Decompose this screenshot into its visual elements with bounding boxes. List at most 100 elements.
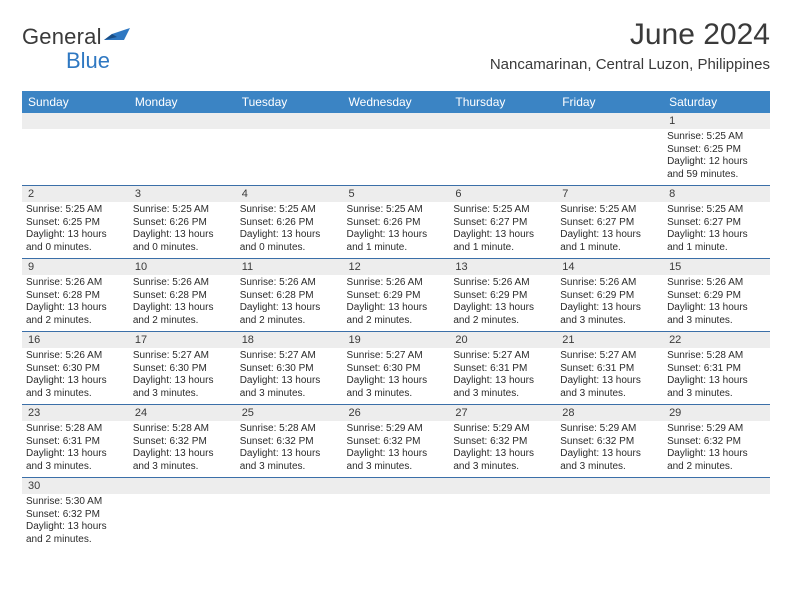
day2-text: and 2 minutes.: [347, 315, 446, 328]
sunrise-text: Sunrise: 5:27 AM: [347, 350, 446, 363]
sunset-text: Sunset: 6:27 PM: [560, 217, 659, 230]
header: General June 2024 Nancamarinan, Central …: [22, 18, 770, 73]
day2-text: and 3 minutes.: [453, 461, 552, 474]
month-title: June 2024: [490, 18, 770, 52]
day-cell: Sunrise: 5:25 AMSunset: 6:27 PMDaylight:…: [449, 202, 556, 259]
sunrise-text: Sunrise: 5:26 AM: [453, 277, 552, 290]
day-number-cell: [663, 478, 770, 495]
sunset-text: Sunset: 6:32 PM: [560, 436, 659, 449]
day1-text: Daylight: 13 hours: [240, 229, 339, 242]
sunset-text: Sunset: 6:28 PM: [240, 290, 339, 303]
day-number-cell: 22: [663, 332, 770, 349]
sunset-text: Sunset: 6:26 PM: [347, 217, 446, 230]
day2-text: and 2 minutes.: [240, 315, 339, 328]
day-header: Wednesday: [343, 91, 450, 113]
day-number-cell: 15: [663, 259, 770, 276]
day-cell: Sunrise: 5:26 AMSunset: 6:29 PMDaylight:…: [663, 275, 770, 332]
week-row: Sunrise: 5:26 AMSunset: 6:28 PMDaylight:…: [22, 275, 770, 332]
day-number-cell: 27: [449, 405, 556, 422]
sunset-text: Sunset: 6:27 PM: [453, 217, 552, 230]
sunset-text: Sunset: 6:26 PM: [133, 217, 232, 230]
day2-text: and 0 minutes.: [240, 242, 339, 255]
sunrise-text: Sunrise: 5:27 AM: [240, 350, 339, 363]
sunset-text: Sunset: 6:32 PM: [453, 436, 552, 449]
sunset-text: Sunset: 6:26 PM: [240, 217, 339, 230]
day1-text: Daylight: 13 hours: [347, 448, 446, 461]
day-number-cell: [343, 478, 450, 495]
day-number-cell: 25: [236, 405, 343, 422]
logo: General: [22, 24, 132, 50]
day-cell: [129, 494, 236, 550]
sunset-text: Sunset: 6:27 PM: [667, 217, 766, 230]
day1-text: Daylight: 13 hours: [26, 375, 125, 388]
sunrise-text: Sunrise: 5:26 AM: [560, 277, 659, 290]
day-number-cell: 1: [663, 113, 770, 129]
day1-text: Daylight: 13 hours: [667, 375, 766, 388]
day2-text: and 2 minutes.: [133, 315, 232, 328]
day2-text: and 3 minutes.: [26, 388, 125, 401]
day-number-cell: 17: [129, 332, 236, 349]
day-cell: Sunrise: 5:25 AMSunset: 6:26 PMDaylight:…: [343, 202, 450, 259]
day-cell: Sunrise: 5:27 AMSunset: 6:31 PMDaylight:…: [449, 348, 556, 405]
day-cell: [663, 494, 770, 550]
day-cell: Sunrise: 5:28 AMSunset: 6:32 PMDaylight:…: [236, 421, 343, 478]
day2-text: and 3 minutes.: [453, 388, 552, 401]
sunset-text: Sunset: 6:31 PM: [26, 436, 125, 449]
day-number-cell: [22, 113, 129, 129]
day-number-cell: 7: [556, 186, 663, 203]
day1-text: Daylight: 13 hours: [453, 229, 552, 242]
sunset-text: Sunset: 6:30 PM: [26, 363, 125, 376]
day-number-cell: [449, 478, 556, 495]
sunrise-text: Sunrise: 5:29 AM: [667, 423, 766, 436]
day-cell: Sunrise: 5:25 AMSunset: 6:25 PMDaylight:…: [22, 202, 129, 259]
day-header: Friday: [556, 91, 663, 113]
day-cell: [236, 129, 343, 186]
day-number-cell: 29: [663, 405, 770, 422]
sunrise-text: Sunrise: 5:26 AM: [26, 350, 125, 363]
day-number-cell: [129, 478, 236, 495]
sunrise-text: Sunrise: 5:25 AM: [560, 204, 659, 217]
day1-text: Daylight: 13 hours: [26, 448, 125, 461]
day1-text: Daylight: 13 hours: [560, 302, 659, 315]
day1-text: Daylight: 13 hours: [560, 375, 659, 388]
day-number-cell: 18: [236, 332, 343, 349]
day-cell: Sunrise: 5:30 AMSunset: 6:32 PMDaylight:…: [22, 494, 129, 550]
location-subtitle: Nancamarinan, Central Luzon, Philippines: [490, 56, 770, 73]
day-number-cell: 30: [22, 478, 129, 495]
day-number-cell: 3: [129, 186, 236, 203]
day2-text: and 1 minute.: [560, 242, 659, 255]
sunset-text: Sunset: 6:29 PM: [347, 290, 446, 303]
sunset-text: Sunset: 6:31 PM: [453, 363, 552, 376]
day2-text: and 3 minutes.: [133, 461, 232, 474]
day1-text: Daylight: 13 hours: [240, 448, 339, 461]
day-cell: Sunrise: 5:27 AMSunset: 6:31 PMDaylight:…: [556, 348, 663, 405]
sunrise-text: Sunrise: 5:25 AM: [347, 204, 446, 217]
day-number-cell: [449, 113, 556, 129]
week-row: Sunrise: 5:26 AMSunset: 6:30 PMDaylight:…: [22, 348, 770, 405]
sunrise-text: Sunrise: 5:29 AM: [560, 423, 659, 436]
day1-text: Daylight: 13 hours: [133, 375, 232, 388]
logo-text-general: General: [22, 24, 102, 50]
day1-text: Daylight: 13 hours: [667, 229, 766, 242]
day-number-cell: 4: [236, 186, 343, 203]
day2-text: and 3 minutes.: [560, 315, 659, 328]
sunrise-text: Sunrise: 5:26 AM: [240, 277, 339, 290]
sunrise-text: Sunrise: 5:27 AM: [560, 350, 659, 363]
day-cell: Sunrise: 5:28 AMSunset: 6:31 PMDaylight:…: [663, 348, 770, 405]
day1-text: Daylight: 13 hours: [667, 302, 766, 315]
day2-text: and 3 minutes.: [667, 388, 766, 401]
sunrise-text: Sunrise: 5:30 AM: [26, 496, 125, 509]
day-number-row: 9101112131415: [22, 259, 770, 276]
day1-text: Daylight: 13 hours: [26, 229, 125, 242]
day-header: Tuesday: [236, 91, 343, 113]
day2-text: and 3 minutes.: [26, 461, 125, 474]
sunset-text: Sunset: 6:30 PM: [347, 363, 446, 376]
day-number-row: 2345678: [22, 186, 770, 203]
day2-text: and 3 minutes.: [347, 461, 446, 474]
sunrise-text: Sunrise: 5:28 AM: [133, 423, 232, 436]
day1-text: Daylight: 13 hours: [560, 448, 659, 461]
day-number-cell: 13: [449, 259, 556, 276]
sunrise-text: Sunrise: 5:26 AM: [667, 277, 766, 290]
week-row: Sunrise: 5:28 AMSunset: 6:31 PMDaylight:…: [22, 421, 770, 478]
day2-text: and 3 minutes.: [240, 388, 339, 401]
